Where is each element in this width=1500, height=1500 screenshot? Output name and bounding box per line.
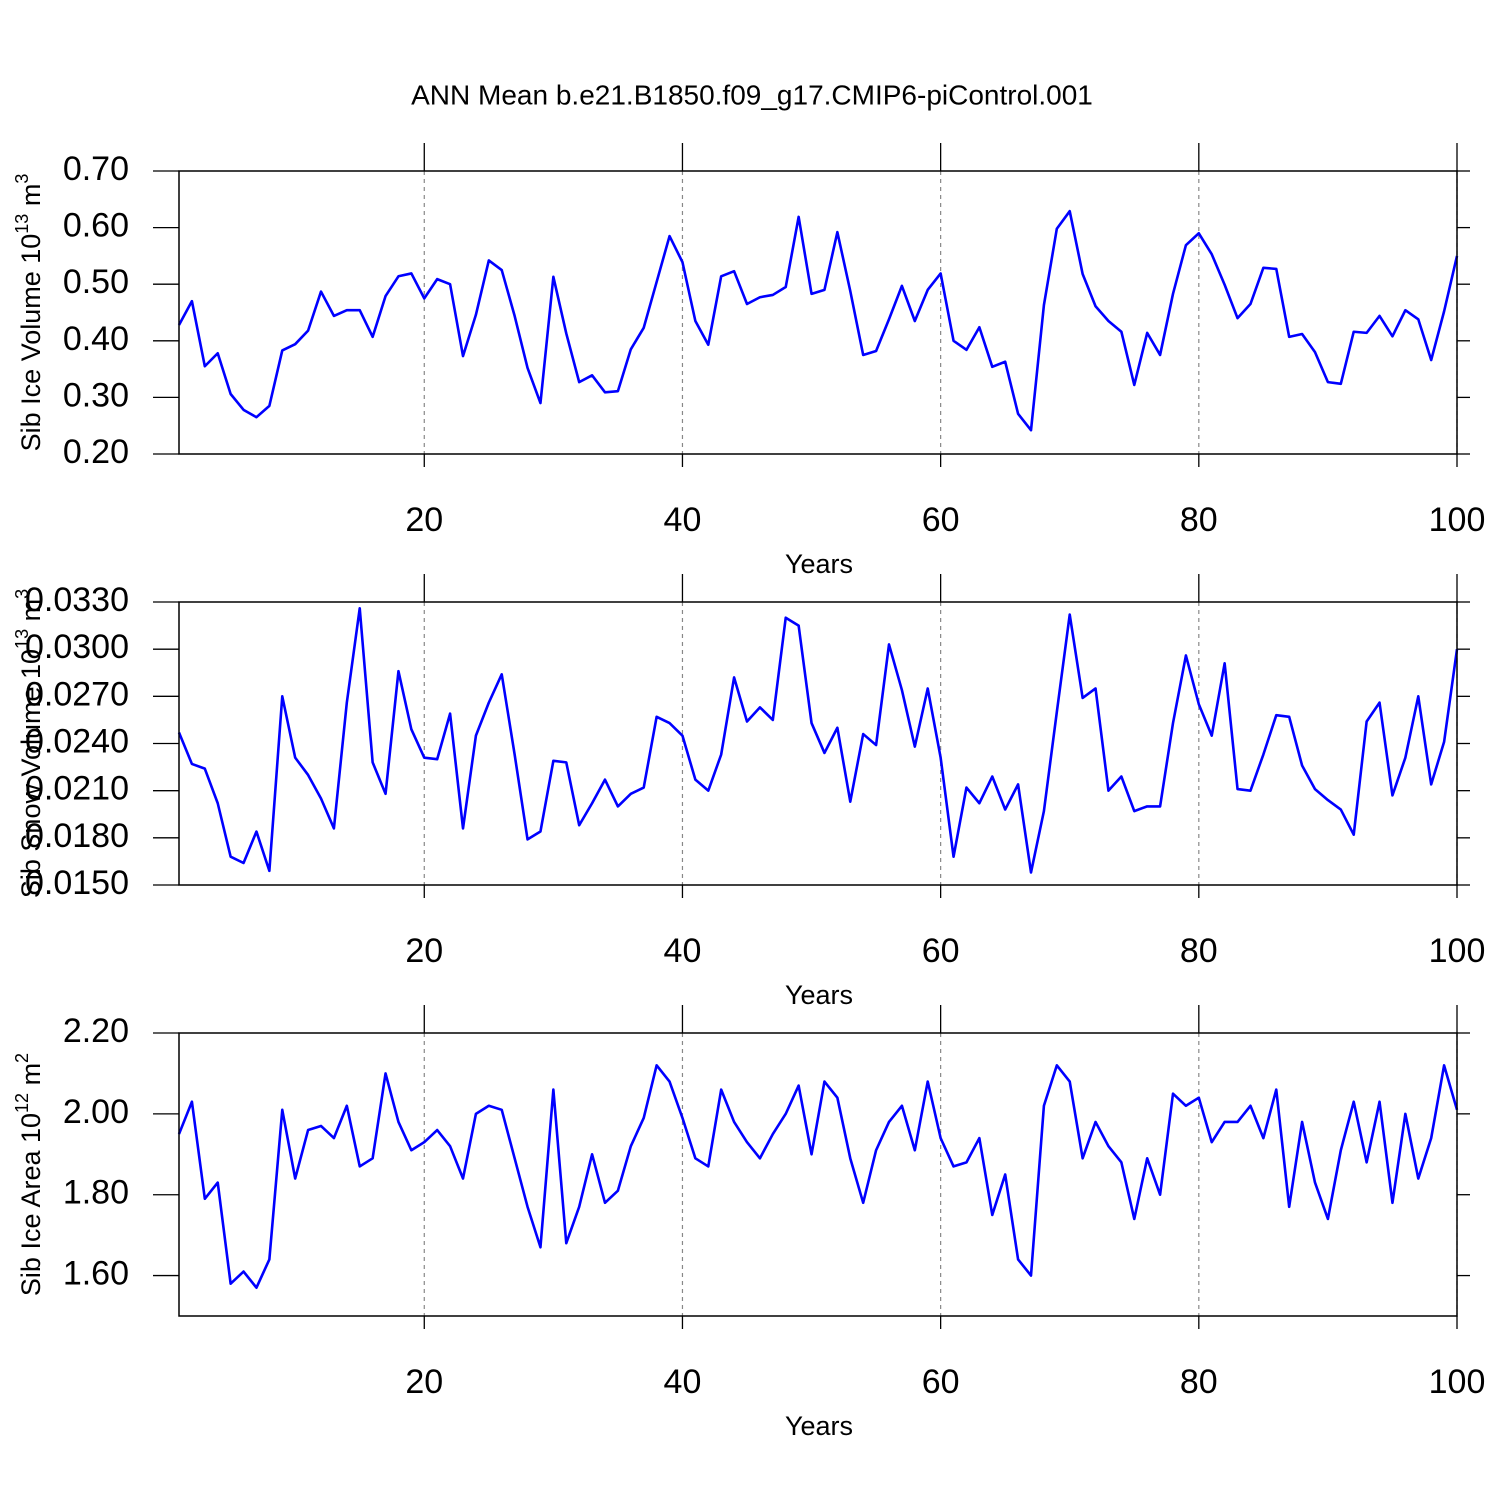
y-tick-label: 2.00 xyxy=(63,1093,129,1131)
x-tick-label: 20 xyxy=(405,501,443,539)
x-tick-label: 80 xyxy=(1180,932,1218,970)
y-tick-label: 0.0210 xyxy=(25,770,129,808)
y-tick-label: 0.30 xyxy=(63,376,129,414)
y-tick-label: 2.20 xyxy=(63,1012,129,1050)
x-tick-label: 60 xyxy=(922,501,960,539)
x-axis-label: Years xyxy=(785,980,853,1010)
y-axis-label: Sib Ice Area 1012 m2 xyxy=(12,1053,46,1296)
y-tick-label: 0.50 xyxy=(63,263,129,301)
x-tick-label: 100 xyxy=(1429,932,1486,970)
x-tick-label: 60 xyxy=(922,1363,960,1401)
y-tick-label: 0.0270 xyxy=(25,675,129,713)
chart-title: ANN Mean b.e21.B1850.f09_g17.CMIP6-piCon… xyxy=(411,79,1093,110)
y-axis-label-exponent: 13 xyxy=(12,629,32,649)
x-tick-label: 40 xyxy=(664,1363,702,1401)
plot-frame xyxy=(178,601,1458,886)
y-tick-label: 1.60 xyxy=(63,1255,129,1293)
data-line xyxy=(177,606,1459,874)
y-tick-label: 1.80 xyxy=(63,1174,129,1212)
x-tick-label: 80 xyxy=(1180,501,1218,539)
y-axis-label-part: m xyxy=(16,1063,46,1093)
y-axis-label-part: Sib Ice Volume 10 xyxy=(16,234,46,452)
x-tick-label: 40 xyxy=(664,932,702,970)
data-line xyxy=(177,209,1459,432)
y-axis-label-part: Sib Ice Area 10 xyxy=(16,1113,46,1296)
x-tick-label: 20 xyxy=(405,1363,443,1401)
x-axis-label: Years xyxy=(785,1411,853,1441)
x-tick-label: 80 xyxy=(1180,1363,1218,1401)
x-tick-label: 20 xyxy=(405,932,443,970)
y-tick-label: 0.20 xyxy=(63,433,129,471)
x-tick-label: 100 xyxy=(1429,501,1486,539)
y-axis-label-part: m xyxy=(16,599,46,629)
y-tick-label: 0.0150 xyxy=(25,864,129,902)
y-axis-label-exponent: 12 xyxy=(12,1093,32,1113)
y-axis-label-exponent: 3 xyxy=(12,174,32,184)
y-tick-label: 0.0300 xyxy=(25,628,129,666)
y-tick-label: 0.0330 xyxy=(25,581,129,619)
x-tick-label: 100 xyxy=(1429,1363,1486,1401)
y-axis-label-part: m xyxy=(16,184,46,214)
x-tick-label: 40 xyxy=(664,501,702,539)
y-axis-label-part: Sib Snow Volume 10 xyxy=(16,649,46,898)
y-tick-label: 0.70 xyxy=(63,150,129,188)
y-axis-label: Sib Ice Volume 1013 m3 xyxy=(12,174,46,452)
y-axis-label-exponent: 2 xyxy=(12,1053,32,1063)
x-tick-label: 60 xyxy=(922,932,960,970)
data-line xyxy=(177,1064,1459,1289)
y-tick-label: 0.0180 xyxy=(25,817,129,855)
plot-frame xyxy=(178,170,1458,455)
y-axis-label: Sib Snow Volume 1013 m3 xyxy=(12,589,46,898)
y-tick-label: 0.0240 xyxy=(25,722,129,760)
y-tick-label: 0.40 xyxy=(63,320,129,358)
y-axis-label-exponent: 3 xyxy=(12,589,32,599)
plot-frame xyxy=(178,1032,1458,1317)
y-tick-label: 0.60 xyxy=(63,207,129,245)
y-axis-label-exponent: 13 xyxy=(12,214,32,234)
x-axis-label: Years xyxy=(785,549,853,579)
